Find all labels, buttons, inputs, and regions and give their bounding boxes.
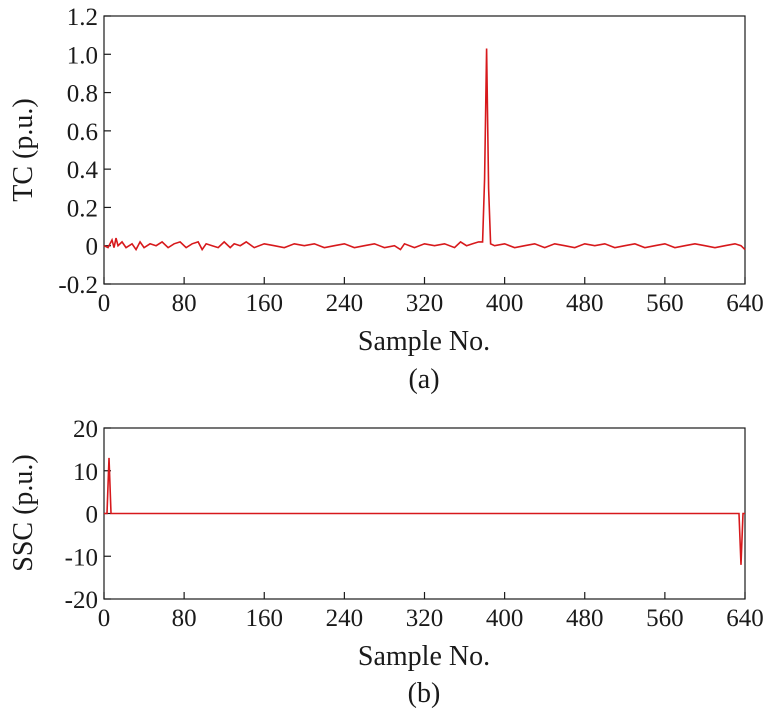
y-tick-label: 1.0	[67, 42, 98, 69]
y-axis-label: SSC (p.u.)	[8, 454, 39, 571]
x-tick-label: 320	[406, 605, 444, 632]
panel-caption: (a)	[408, 364, 439, 395]
x-tick-label: 240	[326, 605, 364, 632]
y-tick-label: 1.2	[67, 4, 98, 31]
x-tick-label: 0	[98, 290, 111, 317]
x-tick-label: 160	[246, 290, 284, 317]
x-tick-label: 560	[646, 605, 684, 632]
tick-group: 0 80 160 240 320 400 480 560 640-0.200.20.40.60.…	[58, 4, 763, 317]
x-tick-label: 480	[566, 605, 604, 632]
x-tick-label: 80	[172, 605, 197, 632]
y-tick-label: 0.2	[67, 195, 98, 222]
x-tick-label: 80	[172, 290, 197, 317]
series-line-ssc	[104, 457, 745, 565]
x-tick-label: 400	[486, 605, 524, 632]
x-tick-label: 320	[406, 290, 444, 317]
tick-group: 0 80 160 240 320 400 480 560 640 -20 -10 0 10 20	[65, 416, 764, 632]
panel-caption: (b)	[408, 678, 441, 709]
y-tick-label: 0	[86, 234, 99, 261]
x-tick-label: 240	[326, 290, 364, 317]
x-tick-label: 560	[646, 290, 684, 317]
x-tick-label: 160	[246, 605, 284, 632]
panel-b-ssc-plot: 0 80 160 240 320 400 480 560 640 -20 -10 0 10 20 Samp…	[8, 416, 764, 709]
y-tick-label: -20	[65, 587, 98, 614]
y-tick-label: 0.6	[67, 119, 98, 146]
x-tick-label: 400	[486, 290, 524, 317]
y-tick-label: 10	[73, 459, 98, 486]
y-tick-label: 0	[86, 502, 99, 529]
y-tick-label: 0.4	[67, 157, 99, 184]
y-tick-label: -0.2	[58, 272, 98, 299]
y-axis-label: TC (p.u.)	[8, 98, 39, 201]
x-axis-label: Sample No.	[358, 641, 490, 672]
y-tick-label: -10	[65, 544, 98, 571]
x-tick-label: 480	[566, 290, 604, 317]
x-tick-label: 640	[726, 290, 764, 317]
series-line-tc	[103, 48, 746, 252]
y-tick-label: 0.8	[67, 81, 98, 108]
panel-a-tc-plot: 0 80 160 240 320 400 480 560 640-0.200.20.40.60.…	[8, 4, 764, 395]
x-tick-label: 640	[726, 605, 764, 632]
y-tick-label: 20	[73, 416, 98, 443]
x-axis-label: Sample No.	[358, 326, 490, 357]
x-tick-label: 0	[98, 605, 111, 632]
